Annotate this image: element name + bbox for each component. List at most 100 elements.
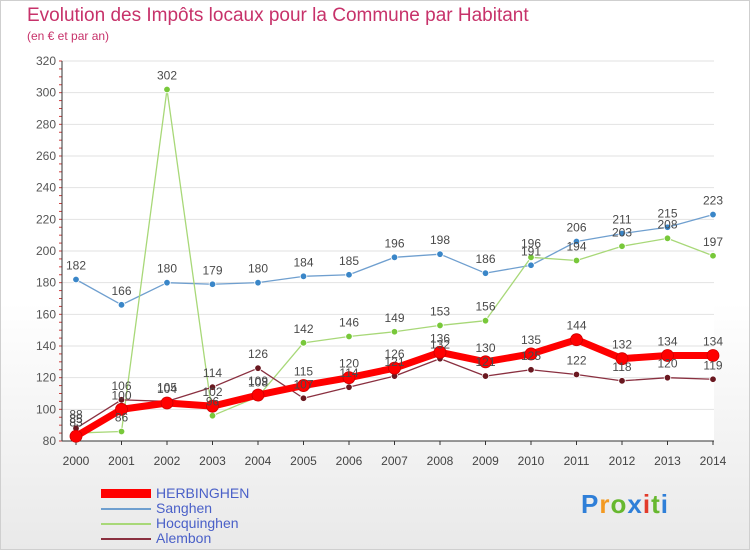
data-point bbox=[663, 223, 672, 231]
x-tick-label: 2000 bbox=[63, 454, 90, 468]
x-tick-label: 2014 bbox=[700, 454, 727, 468]
data-label: 83 bbox=[69, 415, 83, 429]
data-label: 179 bbox=[202, 263, 222, 277]
data-point bbox=[527, 366, 535, 374]
data-point bbox=[208, 280, 217, 288]
data-point bbox=[436, 321, 444, 330]
data-label: 105 bbox=[157, 380, 177, 394]
data-label: 196 bbox=[384, 236, 404, 250]
legend-swatch bbox=[101, 489, 151, 498]
data-label: 182 bbox=[66, 259, 86, 273]
x-tick-label: 2006 bbox=[336, 454, 363, 468]
x-tick-label: 2011 bbox=[564, 454, 590, 468]
logo-letter: i bbox=[660, 489, 669, 519]
chart-title: Evolution des Impôts locaux pour la Comm… bbox=[27, 5, 529, 26]
legend-label: HERBINGHEN bbox=[156, 485, 250, 501]
y-tick-label: 320 bbox=[36, 54, 56, 68]
y-tick-label: 120 bbox=[36, 371, 56, 385]
data-label: 302 bbox=[157, 69, 177, 83]
data-point bbox=[481, 316, 490, 325]
data-point bbox=[572, 256, 581, 265]
data-point bbox=[618, 242, 626, 250]
data-point bbox=[69, 429, 83, 443]
data-point bbox=[299, 394, 308, 402]
data-label: 86 bbox=[115, 411, 129, 425]
data-label: 121 bbox=[384, 355, 404, 369]
data-label: 223 bbox=[703, 194, 723, 208]
data-label: 125 bbox=[521, 349, 541, 363]
data-point bbox=[570, 333, 583, 347]
x-tick-label: 2002 bbox=[154, 454, 181, 468]
data-point bbox=[297, 379, 310, 392]
data-label: 135 bbox=[521, 333, 541, 347]
data-label: 134 bbox=[703, 335, 723, 349]
data-label: 136 bbox=[430, 331, 450, 345]
data-point bbox=[661, 349, 674, 362]
data-point bbox=[527, 253, 535, 262]
x-tick-label: 2007 bbox=[381, 454, 408, 468]
data-label: 108 bbox=[248, 376, 268, 390]
data-label: 85 bbox=[69, 412, 83, 426]
data-point bbox=[208, 383, 217, 391]
data-label: 130 bbox=[475, 341, 495, 355]
proxiti-logo: Proxiti bbox=[581, 489, 669, 520]
data-label: 118 bbox=[612, 360, 631, 374]
data-point bbox=[160, 396, 174, 410]
data-label: 180 bbox=[248, 262, 268, 276]
data-point bbox=[251, 388, 265, 402]
data-label: 186 bbox=[475, 252, 495, 266]
data-label: 114 bbox=[339, 366, 358, 380]
logo-letter: t bbox=[651, 489, 661, 519]
data-label: 153 bbox=[430, 304, 450, 318]
data-point bbox=[618, 377, 626, 385]
y-tick-label: 220 bbox=[36, 212, 56, 226]
data-label: 120 bbox=[657, 357, 677, 371]
data-point bbox=[524, 347, 538, 361]
data-point bbox=[345, 271, 353, 279]
y-tick-label: 180 bbox=[36, 276, 56, 290]
data-point bbox=[615, 352, 629, 366]
data-point bbox=[72, 275, 80, 284]
y-tick-label: 100 bbox=[36, 402, 56, 416]
data-label: 215 bbox=[657, 206, 677, 220]
data-label: 185 bbox=[339, 254, 359, 268]
x-tick-label: 2010 bbox=[518, 454, 545, 468]
data-label: 104 bbox=[157, 382, 177, 396]
y-tick-label: 300 bbox=[36, 86, 56, 100]
data-label: 203 bbox=[612, 225, 632, 239]
data-label: 132 bbox=[612, 338, 632, 352]
logo-letter: x bbox=[627, 489, 643, 519]
data-label: 134 bbox=[657, 335, 677, 349]
x-tick-label: 2005 bbox=[290, 454, 317, 468]
data-label: 126 bbox=[248, 347, 268, 361]
chart-subtitle: (en € et par an) bbox=[27, 29, 110, 43]
data-label: 107 bbox=[293, 377, 313, 391]
data-label: 132 bbox=[430, 338, 450, 352]
data-label: 180 bbox=[157, 262, 177, 276]
data-point bbox=[390, 328, 399, 336]
data-label: 100 bbox=[111, 388, 131, 402]
logo-letter: o bbox=[610, 489, 628, 519]
x-tick-label: 2009 bbox=[472, 454, 499, 468]
data-point bbox=[254, 278, 262, 287]
data-point bbox=[572, 237, 581, 246]
data-label: 102 bbox=[202, 385, 222, 399]
data-label: 114 bbox=[203, 366, 222, 380]
data-label: 144 bbox=[566, 319, 586, 333]
data-point bbox=[163, 278, 171, 287]
y-tick-label: 260 bbox=[36, 149, 56, 163]
data-label: 119 bbox=[703, 358, 722, 372]
data-label: 96 bbox=[206, 395, 220, 409]
data-point bbox=[388, 361, 401, 375]
data-point bbox=[527, 261, 535, 269]
data-label: 194 bbox=[566, 240, 586, 254]
data-point bbox=[208, 411, 217, 420]
data-point bbox=[433, 345, 447, 359]
data-point bbox=[299, 339, 308, 347]
data-point bbox=[481, 372, 490, 380]
x-tick-label: 2013 bbox=[654, 454, 681, 468]
data-point bbox=[345, 332, 353, 341]
data-label: 142 bbox=[293, 322, 313, 336]
